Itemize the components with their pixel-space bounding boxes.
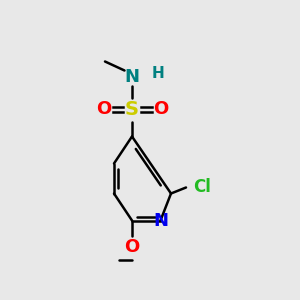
Text: S: S: [125, 100, 139, 119]
Text: N: N: [124, 68, 140, 85]
Text: O: O: [153, 100, 168, 118]
Text: H: H: [152, 66, 164, 81]
Text: O: O: [124, 238, 140, 256]
Text: O: O: [96, 100, 111, 118]
Text: N: N: [153, 212, 168, 230]
Text: Cl: Cl: [194, 178, 211, 196]
